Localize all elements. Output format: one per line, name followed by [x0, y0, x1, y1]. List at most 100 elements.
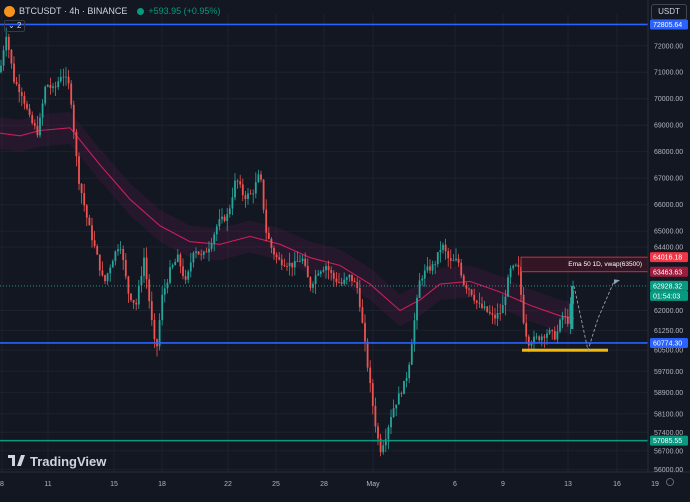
candle-body: [106, 273, 109, 282]
candle-body: [140, 275, 143, 286]
candle-body: [231, 197, 234, 209]
candle-body: [158, 320, 161, 347]
candle-body: [169, 267, 171, 283]
x-tick-label: 8: [0, 481, 4, 488]
candle-body: [431, 264, 434, 271]
candle-body: [390, 417, 392, 428]
candle-body: [522, 294, 525, 323]
indicators-toggle[interactable]: ⌄ 2: [4, 20, 26, 32]
candle-body: [364, 322, 366, 342]
candle-body: [205, 251, 208, 253]
candle-body: [343, 279, 346, 284]
candle-body: [345, 277, 348, 280]
y-tick-label: 64400.00: [654, 244, 683, 251]
logo-text: TradingView: [30, 454, 107, 469]
candle-body: [44, 86, 47, 104]
candle-body: [395, 404, 398, 409]
candle-body: [218, 219, 221, 227]
candle-body: [296, 261, 299, 262]
candle-body: [239, 181, 242, 185]
candle-body: [457, 258, 460, 263]
candle-body: [356, 282, 359, 289]
y-tick-label: 57400.00: [654, 430, 683, 437]
candle-body: [358, 288, 361, 308]
candle-body: [496, 313, 499, 319]
candle-body: [189, 262, 192, 272]
y-tick-label: 70000.00: [654, 96, 683, 103]
candle-body: [538, 336, 541, 341]
candle-body: [338, 282, 340, 283]
time-axis: [0, 472, 690, 497]
tradingview-logo-icon: [8, 450, 26, 469]
y-tick-label: 72000.00: [654, 43, 683, 50]
candle-body: [15, 82, 18, 85]
price-label: 01:54:03: [653, 294, 680, 301]
candle-body: [408, 364, 411, 379]
candle-body: [400, 393, 403, 395]
candle-body: [533, 336, 535, 344]
candle-body: [293, 261, 296, 268]
candle-body: [325, 266, 327, 271]
candle-body: [520, 266, 522, 295]
symbol-label[interactable]: BTCUSDT · 4h · BINANCE: [19, 6, 128, 16]
y-tick-label: 58100.00: [654, 411, 683, 418]
indicator-count: 2: [16, 21, 22, 30]
candle-body: [228, 208, 231, 215]
candle-body: [70, 83, 73, 105]
candle-body: [166, 282, 169, 289]
candle-body: [2, 50, 5, 66]
candle-body: [171, 265, 174, 268]
candle-body: [114, 251, 117, 262]
y-tick-label: 59700.00: [654, 369, 683, 376]
candle-body: [291, 262, 294, 268]
candle-body: [551, 329, 554, 331]
candle-body: [361, 307, 364, 323]
candle-body: [418, 280, 421, 298]
candle-body: [195, 251, 197, 253]
candle-body: [78, 156, 80, 184]
candle-body: [5, 36, 8, 51]
y-tick-label: 67000.00: [654, 176, 683, 183]
candle-body: [442, 244, 444, 250]
bitcoin-icon: [4, 5, 15, 17]
candle-body: [416, 297, 418, 321]
symbol-header: BTCUSDT · 4h · BINANCE +593.95 (+0.95%): [4, 4, 220, 18]
candle-body: [351, 274, 353, 282]
candle-body: [202, 251, 205, 255]
candle-body: [262, 179, 265, 210]
candle-body: [514, 264, 517, 266]
price-label: 60774.30: [653, 341, 682, 348]
candle-body: [109, 267, 112, 274]
candle-body: [478, 302, 481, 304]
candle-body: [52, 86, 54, 88]
x-tick-label: May: [366, 481, 380, 488]
projection-path: [573, 281, 615, 352]
candle-body: [210, 243, 213, 249]
candle-body: [18, 84, 21, 93]
candle-body: [319, 271, 322, 274]
candle-body: [278, 257, 281, 260]
candle-body: [65, 76, 67, 78]
candle-body: [374, 406, 377, 427]
candle-body: [23, 95, 26, 104]
candle-body: [465, 285, 468, 289]
candle-body: [447, 251, 450, 259]
candle-body: [369, 367, 372, 384]
candle-body: [273, 248, 275, 255]
candle-body: [335, 278, 338, 283]
candle-body: [475, 300, 478, 303]
candle-body: [75, 131, 78, 157]
candle-body: [252, 193, 255, 195]
candle-body: [317, 273, 320, 276]
candle-body: [543, 336, 546, 338]
currency-button[interactable]: USDT: [651, 4, 687, 20]
y-tick-label: 69000.00: [654, 123, 683, 130]
candle-body: [540, 336, 543, 341]
candle-body: [244, 195, 247, 199]
candle-body: [104, 275, 106, 282]
y-tick-label: 66000.00: [654, 202, 683, 209]
candle-body: [548, 329, 551, 334]
candle-body: [470, 289, 473, 295]
